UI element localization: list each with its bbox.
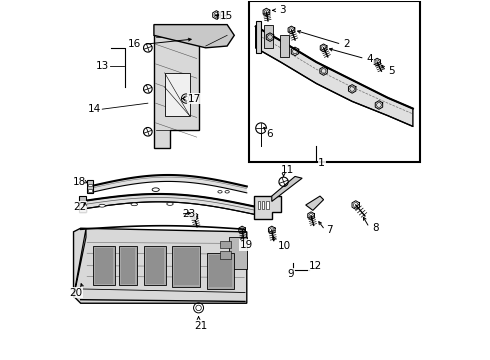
Polygon shape xyxy=(220,241,231,248)
Text: 15: 15 xyxy=(220,11,233,21)
Text: 6: 6 xyxy=(267,129,273,139)
Text: 8: 8 xyxy=(372,222,378,233)
Bar xyxy=(93,246,115,285)
Polygon shape xyxy=(220,251,231,258)
Polygon shape xyxy=(81,194,256,215)
Polygon shape xyxy=(87,180,93,193)
Ellipse shape xyxy=(131,203,138,206)
Text: 18: 18 xyxy=(73,177,86,187)
Text: 17: 17 xyxy=(188,94,201,104)
Text: 14: 14 xyxy=(88,104,101,114)
Polygon shape xyxy=(280,35,289,57)
Bar xyxy=(146,248,164,284)
Text: 20: 20 xyxy=(69,288,82,297)
Text: 13: 13 xyxy=(96,61,109,71)
Text: 3: 3 xyxy=(279,5,286,15)
Polygon shape xyxy=(306,196,323,210)
Ellipse shape xyxy=(225,190,229,193)
Bar xyxy=(165,73,190,116)
Bar xyxy=(121,248,135,284)
Text: 1: 1 xyxy=(318,158,325,168)
Polygon shape xyxy=(256,26,413,126)
Polygon shape xyxy=(79,196,86,212)
Polygon shape xyxy=(254,196,281,219)
Text: 2: 2 xyxy=(343,39,350,49)
Ellipse shape xyxy=(99,204,105,207)
Polygon shape xyxy=(88,189,92,192)
Ellipse shape xyxy=(218,190,222,193)
Text: 19: 19 xyxy=(240,240,253,250)
Ellipse shape xyxy=(152,188,159,192)
Polygon shape xyxy=(229,237,247,269)
Ellipse shape xyxy=(167,203,173,205)
Text: 23: 23 xyxy=(182,209,196,219)
Bar xyxy=(144,246,166,285)
Text: 10: 10 xyxy=(278,241,291,251)
Text: 22: 22 xyxy=(73,202,86,212)
Polygon shape xyxy=(272,176,302,202)
Bar xyxy=(95,248,113,284)
Bar xyxy=(119,246,137,285)
Polygon shape xyxy=(74,228,247,303)
Polygon shape xyxy=(264,24,272,48)
Bar xyxy=(248,1,420,162)
Polygon shape xyxy=(90,175,247,193)
Polygon shape xyxy=(262,202,264,208)
Text: 21: 21 xyxy=(194,321,208,332)
Text: 12: 12 xyxy=(309,261,322,271)
Polygon shape xyxy=(74,228,86,298)
Text: 7: 7 xyxy=(326,225,333,235)
Polygon shape xyxy=(154,24,234,48)
Bar xyxy=(173,248,198,285)
Polygon shape xyxy=(258,202,260,208)
Bar xyxy=(207,253,234,289)
Text: 4: 4 xyxy=(367,54,373,64)
Polygon shape xyxy=(256,21,261,53)
Text: 11: 11 xyxy=(281,165,294,175)
Polygon shape xyxy=(154,35,198,148)
Polygon shape xyxy=(267,202,269,208)
Text: 9: 9 xyxy=(287,269,294,279)
Text: 5: 5 xyxy=(388,66,394,76)
Polygon shape xyxy=(88,184,92,186)
Text: 16: 16 xyxy=(128,39,141,49)
Bar xyxy=(172,246,200,287)
Bar xyxy=(209,255,232,287)
